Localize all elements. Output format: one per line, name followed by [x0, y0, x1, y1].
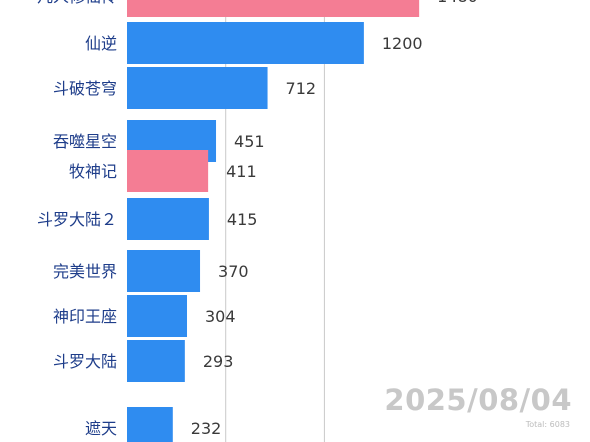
bar-2	[127, 67, 268, 109]
value-label-0: 1480	[437, 0, 478, 6]
value-label-7: 304	[205, 307, 236, 326]
category-label-9: 遮天	[85, 419, 117, 438]
value-label-1: 1200	[382, 34, 423, 53]
category-label-2: 斗破苍穹	[53, 79, 117, 98]
date-stamp: 2025/08/04	[384, 383, 572, 417]
value-label-6: 370	[218, 262, 249, 281]
bar-7	[127, 295, 188, 337]
total-value: 6083	[549, 420, 570, 429]
bar-6	[127, 250, 201, 292]
category-label-0: 凡人修仙传	[37, 0, 117, 6]
total-stamp: Total: 6083	[526, 421, 570, 429]
category-label-1: 仙逆	[85, 34, 117, 53]
value-label-2: 712	[286, 79, 317, 98]
bar-0	[127, 0, 420, 17]
category-label-4: 牧神记	[69, 162, 117, 181]
value-label-9: 232	[191, 419, 222, 438]
category-label-3: 吞噬星空	[53, 132, 117, 151]
value-label-8: 293	[203, 352, 234, 371]
category-label-7: 神印王座	[53, 307, 117, 326]
bar-4	[127, 150, 209, 192]
value-label-3: 451	[234, 132, 265, 151]
category-label-5: 斗罗大陆２	[37, 210, 117, 229]
bar-1	[127, 22, 364, 64]
total-label: Total:	[525, 420, 548, 429]
value-label-4: 411	[226, 162, 257, 181]
bar-8	[127, 340, 185, 382]
value-label-5: 415	[227, 210, 258, 229]
category-label-8: 斗罗大陆	[53, 352, 117, 371]
category-label-6: 完美世界	[53, 262, 117, 281]
bar-9	[127, 407, 173, 442]
bar-5	[127, 198, 209, 240]
